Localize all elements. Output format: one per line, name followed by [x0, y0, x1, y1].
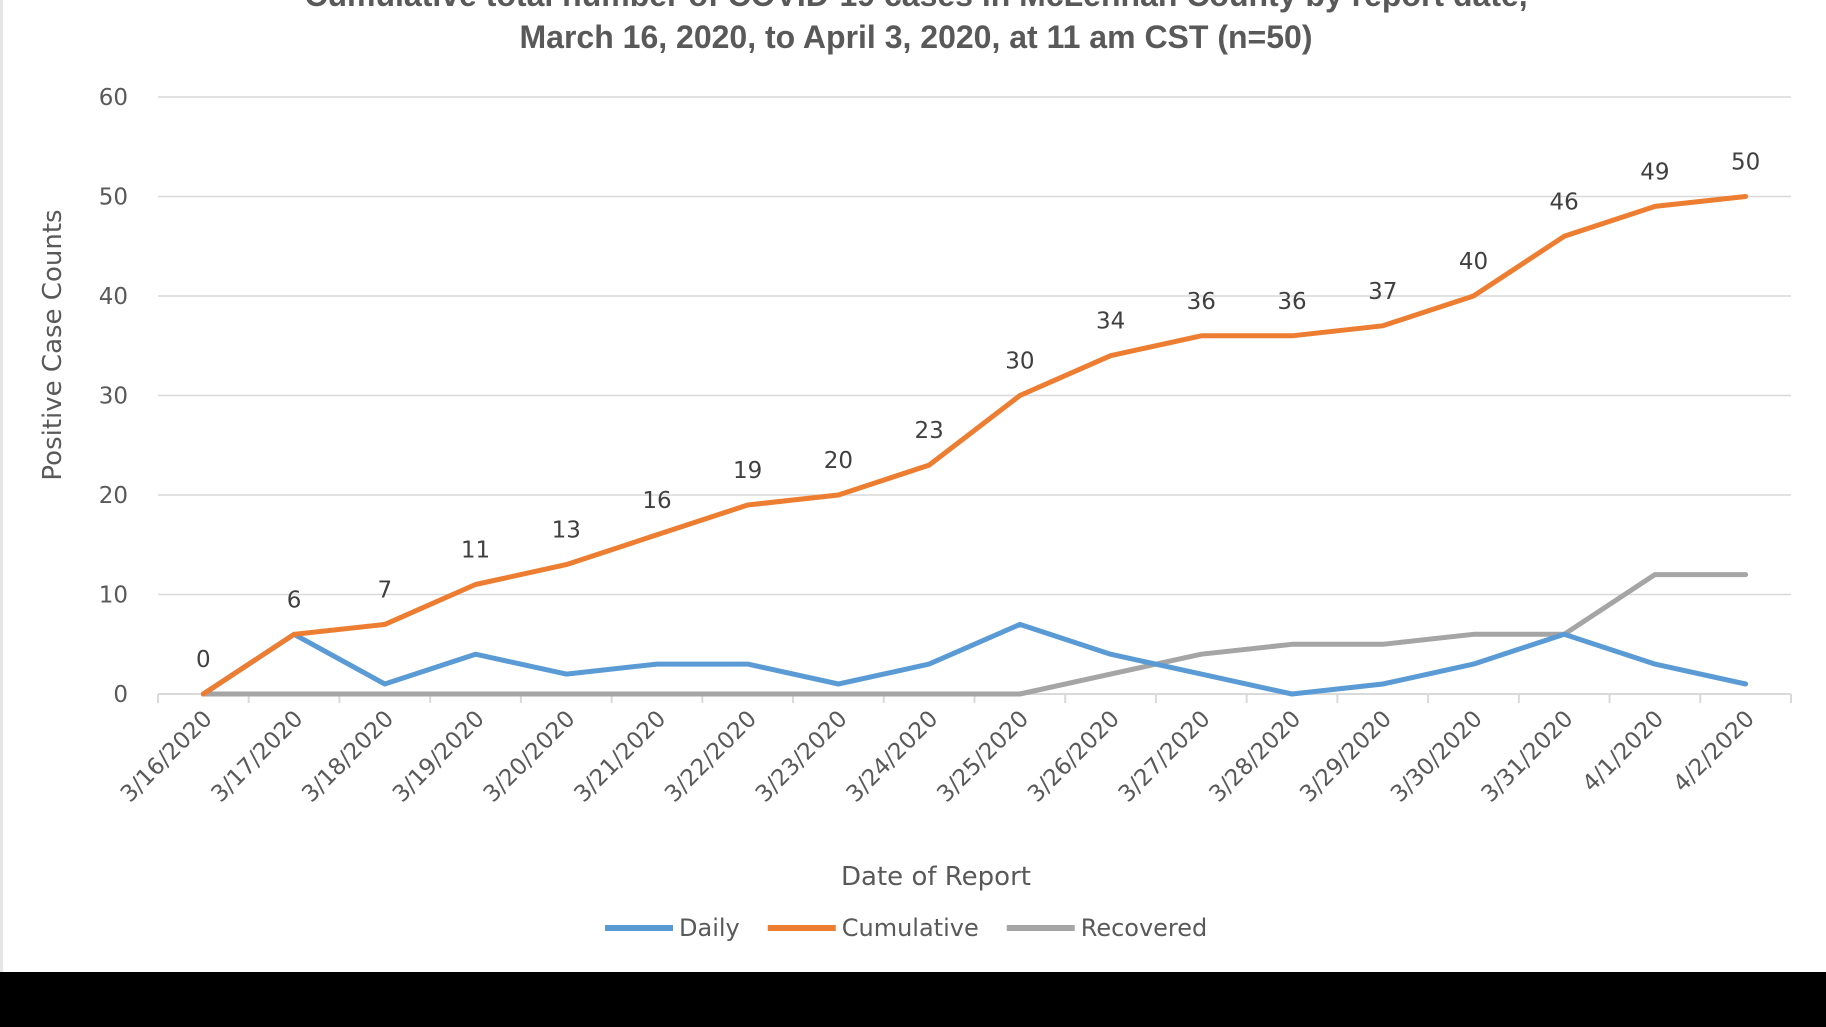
y-tick-label: 60	[99, 85, 128, 111]
legend-label-cumulative: Cumulative	[842, 914, 979, 942]
legend-label-daily: Daily	[679, 914, 740, 942]
x-tick-label: 4/1/2020	[1578, 706, 1669, 797]
x-tick-label: 3/18/2020	[297, 706, 399, 808]
y-tick-label: 40	[99, 284, 128, 310]
data-label-cumulative: 7	[377, 577, 392, 603]
x-tick-label: 3/23/2020	[751, 706, 853, 808]
x-axis-tick-labels: 3/16/20203/17/20203/18/20203/19/20203/20…	[116, 706, 1760, 808]
data-label-cumulative: 0	[196, 647, 211, 673]
legend: Daily Cumulative Recovered	[605, 914, 1207, 942]
x-tick-label: 3/26/2020	[1023, 706, 1125, 808]
y-tick-label: 20	[99, 483, 128, 509]
series-line-daily	[200, 621, 1749, 697]
y-tick-label: 30	[99, 384, 128, 410]
chart-title-line-2: March 16, 2020, to April 3, 2020, at 11 …	[520, 19, 1313, 55]
data-label-cumulative: 30	[1005, 349, 1034, 375]
data-label-cumulative: 34	[1096, 309, 1125, 335]
x-tick-label: 3/24/2020	[842, 706, 944, 808]
data-label-cumulative: 11	[461, 538, 490, 564]
data-label-cumulative: 36	[1277, 289, 1306, 315]
x-tick-label: 3/17/2020	[207, 706, 309, 808]
y-tick-label: 10	[99, 583, 128, 609]
series-lines	[200, 194, 1749, 697]
legend-label-recovered: Recovered	[1081, 914, 1208, 942]
x-tick-label: 3/29/2020	[1295, 706, 1397, 808]
y-tick-label: 0	[113, 682, 128, 708]
chart-panel: Cumulative total number of COVID-19 case…	[0, 0, 1826, 972]
x-tick-label: 3/22/2020	[660, 706, 762, 808]
x-tick-label: 3/30/2020	[1386, 706, 1488, 808]
y-tick-label: 50	[99, 185, 128, 211]
x-tick-label: 4/2/2020	[1668, 706, 1759, 797]
data-label-cumulative: 40	[1459, 249, 1488, 275]
x-tick-label: 3/19/2020	[388, 706, 490, 808]
x-tick-label: 3/31/2020	[1477, 706, 1579, 808]
data-label-cumulative: 16	[642, 488, 671, 514]
x-tick-label: 3/27/2020	[1114, 706, 1216, 808]
data-label-cumulative: 36	[1187, 289, 1216, 315]
data-labels: 0 6 7 11 13 16 19 20 23 30 34 36 36 37 40 46 49 50	[196, 150, 1760, 674]
data-label-cumulative: 6	[287, 587, 302, 613]
x-tick-label: 3/28/2020	[1204, 706, 1306, 808]
x-tick-label: 3/16/2020	[116, 706, 218, 808]
x-axis-title: Date of Report	[841, 862, 1031, 892]
gridlines	[157, 96, 1792, 703]
series-line-cumulative	[200, 194, 1749, 697]
x-tick-label: 3/21/2020	[569, 706, 671, 808]
chart-title-line-1: Cumulative total number of COVID-19 case…	[304, 0, 1527, 13]
series-line-recovered	[200, 572, 1749, 697]
x-tick-label: 3/25/2020	[932, 706, 1034, 808]
x-tick-label: 3/20/2020	[479, 706, 581, 808]
data-label-cumulative: 13	[552, 518, 581, 544]
y-axis-tick-labels: 0 10 20 30 40 50 60	[99, 85, 128, 708]
data-label-cumulative: 49	[1640, 159, 1669, 185]
data-label-cumulative: 20	[824, 448, 853, 474]
data-label-cumulative: 37	[1368, 279, 1397, 305]
data-label-cumulative: 50	[1731, 150, 1760, 176]
chart-canvas: Cumulative total number of COVID-19 case…	[38, 0, 1792, 942]
data-label-cumulative: 23	[914, 418, 943, 444]
y-axis-title: Positive Case Counts	[38, 209, 68, 480]
data-label-cumulative: 46	[1550, 189, 1579, 215]
data-label-cumulative: 19	[733, 458, 762, 484]
